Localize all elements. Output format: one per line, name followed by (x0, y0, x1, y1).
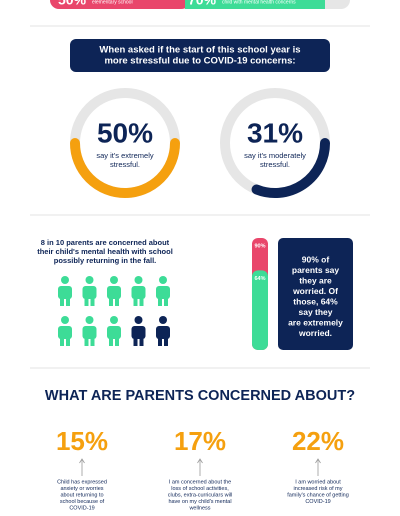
person-leg (84, 297, 89, 306)
person-leg (109, 337, 113, 346)
concern-text: family's chance of getting (287, 492, 349, 498)
donut-arc (70, 138, 180, 198)
person-head (85, 316, 94, 324)
strip-text: child with mental health concerns (222, 0, 296, 5)
banner-text: When asked if the start of this school y… (99, 45, 300, 56)
person-leg (66, 337, 70, 346)
arrow-head (79, 458, 85, 464)
person-head (134, 276, 143, 284)
donut-value: 50% (97, 117, 153, 148)
person-head (61, 276, 69, 284)
person-body (58, 326, 72, 339)
concern-text: increased risk of my (294, 486, 343, 492)
person-leg (115, 337, 119, 346)
box-text: they are (299, 275, 332, 285)
concern-value: 22% (292, 426, 344, 456)
concern-text: anxiety or worries (60, 486, 103, 492)
person-leg (90, 337, 95, 346)
person-body (82, 326, 97, 339)
person-body (156, 286, 170, 299)
concern-text: I am worried about (295, 479, 341, 485)
donut-caption: stressful. (110, 160, 140, 169)
concern-text: Child has expressed (57, 479, 107, 485)
box-text: worried. (298, 328, 332, 338)
person-body (107, 326, 121, 339)
person-leg (60, 337, 64, 346)
person-body (131, 326, 146, 339)
concern-text: about returning to (60, 492, 103, 498)
person-leg (109, 297, 113, 306)
strip-value: 50% (58, 0, 87, 8)
box-text: are extremely (288, 317, 343, 327)
person-leg (133, 337, 138, 346)
donut-caption: say it's extremely (96, 151, 154, 160)
strip-text: elementary school (92, 0, 133, 5)
person-leg (139, 337, 144, 346)
donut-value: 31% (247, 117, 303, 148)
info-box (278, 238, 353, 350)
bar-label: 90% (254, 243, 265, 249)
person-leg (164, 297, 168, 306)
mh-text: possibly returning in the fall. (54, 256, 157, 265)
person-leg (158, 337, 162, 346)
concern-text: COVID-19 (305, 499, 330, 505)
person-leg (133, 297, 138, 306)
person-head (110, 276, 118, 284)
person-body (156, 326, 170, 339)
person-leg (139, 297, 144, 306)
concern-text: wellness (188, 505, 210, 511)
person-head (85, 276, 94, 284)
donut-arc (251, 138, 330, 198)
box-text: worried. Of (292, 286, 338, 296)
person-leg (84, 337, 89, 346)
strip-value: 70% (188, 0, 217, 8)
person-leg (164, 337, 168, 346)
concern-text: school because of (60, 499, 105, 505)
person-head (61, 316, 69, 324)
person-body (107, 286, 121, 299)
person-body (58, 286, 72, 299)
banner-text: more stressful due to COVID-19 concerns: (104, 56, 295, 67)
concern-value: 17% (174, 426, 226, 456)
concern-text: have on my child's mental (168, 499, 231, 505)
person-head (159, 276, 167, 284)
concern-text: COVID-19 (69, 505, 94, 511)
bar-label: 64% (254, 276, 265, 282)
donut-caption: say it's moderately (244, 151, 306, 160)
box-text: 90% of (302, 254, 330, 264)
strip-pink (50, 0, 190, 9)
person-leg (90, 297, 95, 306)
section-heading: WHAT ARE PARENTS CONCERNED ABOUT? (45, 388, 355, 404)
person-head (159, 316, 167, 324)
person-head (110, 316, 118, 324)
arrow-head (197, 458, 203, 464)
person-body (82, 286, 97, 299)
person-leg (66, 297, 70, 306)
strip-green (185, 0, 325, 9)
box-text: parents say (292, 265, 340, 275)
person-leg (60, 297, 64, 306)
banner (70, 39, 330, 72)
arrow-head (315, 458, 321, 464)
donut-caption: stressful. (260, 160, 290, 169)
box-text: say they (298, 307, 332, 317)
person-leg (158, 297, 162, 306)
concern-text: clubs, extra-curriculars will (168, 492, 233, 498)
mh-text: 8 in 10 parents are concerned about (41, 238, 170, 247)
concern-text: I am concerned about the (169, 479, 231, 485)
person-head (134, 316, 143, 324)
concern-text: loss of school activities, (171, 486, 229, 492)
people-icons (58, 276, 170, 346)
box-text: those, 64% (293, 296, 338, 306)
mh-text: their child's mental health with school (37, 247, 173, 256)
person-leg (115, 297, 119, 306)
bar-segment (252, 270, 268, 350)
person-body (131, 286, 146, 299)
concern-value: 15% (56, 426, 108, 456)
